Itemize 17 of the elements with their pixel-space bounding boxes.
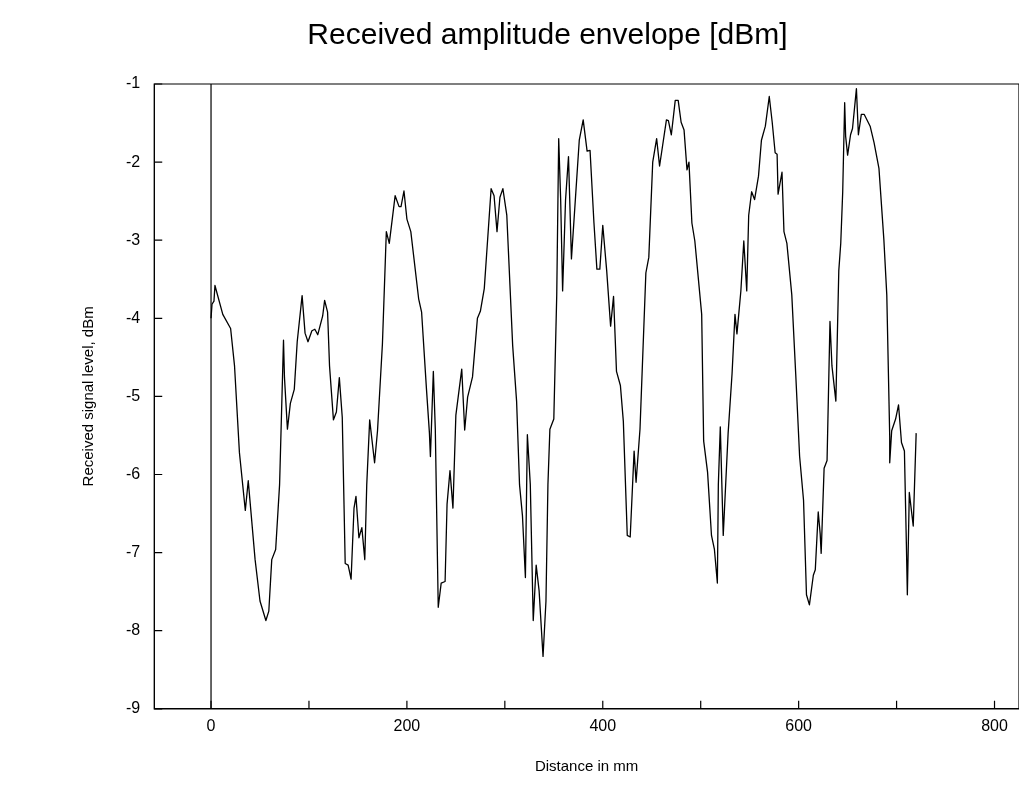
y-tick-label: -7 — [125, 543, 141, 561]
y-tick-label: -4 — [125, 308, 141, 326]
x-tick-label: 400 — [589, 716, 617, 734]
x-tick-label: 800 — [981, 716, 1008, 734]
x-tick-label: 600 — [785, 716, 813, 734]
y-tick-label: -1 — [125, 74, 141, 92]
y-axis-title: Received signal level, dBm — [79, 306, 97, 487]
y-tick-label: -9 — [125, 699, 141, 717]
y-tick-label: -6 — [125, 464, 141, 482]
y-tick-label: -5 — [125, 386, 141, 404]
x-tick-label: 0 — [206, 716, 216, 734]
x-tick-label: 200 — [393, 716, 421, 734]
y-tick-label: -8 — [125, 621, 141, 639]
x-axis-title: Distance in mm — [534, 757, 639, 775]
y-tick-label: -3 — [125, 230, 141, 248]
chart-title: Received amplitude envelope [dBm] — [307, 17, 788, 51]
y-tick-label: -2 — [125, 152, 141, 170]
